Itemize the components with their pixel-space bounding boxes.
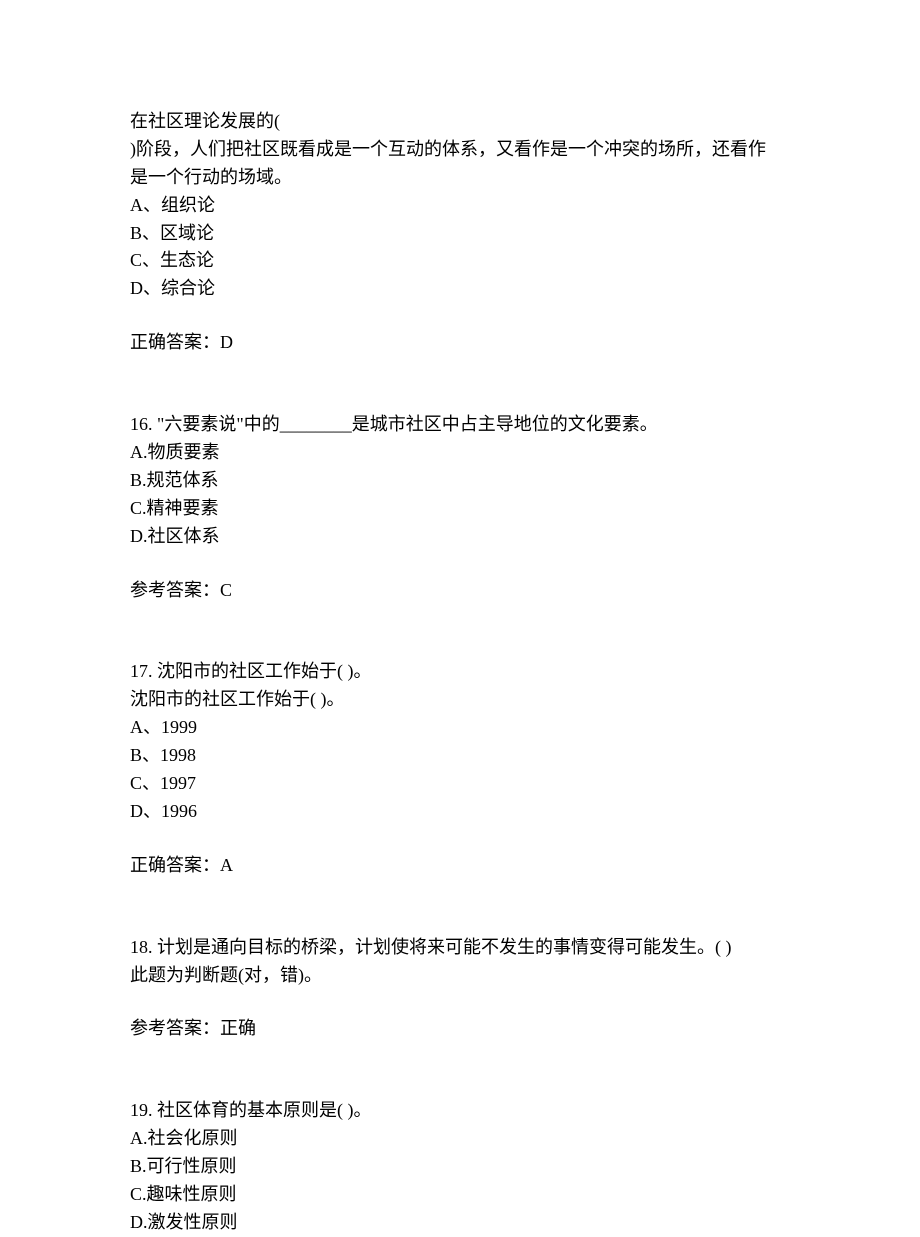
q15-stem-line1: 在社区理论发展的(: [130, 108, 790, 136]
q16-answer: 参考答案：C: [130, 577, 790, 605]
q15-stem-line2: )阶段，人们把社区既看成是一个互动的体系，又看作是一个冲突的场所，还看作: [130, 136, 790, 164]
q17-stem-line1: 17. 沈阳市的社区工作始于( )。: [130, 658, 790, 686]
q16-option-b: B.规范体系: [130, 467, 790, 495]
question-16: 16. "六要素说"中的________是城市社区中占主导地位的文化要素。 A.…: [130, 411, 790, 604]
q15-option-a: A、组织论: [130, 192, 790, 220]
q18-stem-line1: 18. 计划是通向目标的桥梁，计划使将来可能不发生的事情变得可能发生。( ): [130, 934, 790, 962]
q19-stem: 19. 社区体育的基本原则是( )。: [130, 1097, 790, 1125]
q17-stem-line2: 沈阳市的社区工作始于( )。: [130, 686, 790, 714]
q19-option-a: A.社会化原则: [130, 1125, 790, 1153]
q15-answer: 正确答案：D: [130, 329, 790, 357]
q19-option-d: D.激发性原则: [130, 1209, 790, 1237]
question-18: 18. 计划是通向目标的桥梁，计划使将来可能不发生的事情变得可能发生。( ) 此…: [130, 934, 790, 1044]
q17-option-c: C、1997: [130, 770, 790, 798]
q19-option-b: B.可行性原则: [130, 1153, 790, 1181]
question-15: 在社区理论发展的( )阶段，人们把社区既看成是一个互动的体系，又看作是一个冲突的…: [130, 108, 790, 357]
q19-option-c: C.趣味性原则: [130, 1181, 790, 1209]
q17-answer: 正确答案：A: [130, 852, 790, 880]
q18-answer: 参考答案：正确: [130, 1015, 790, 1043]
q15-option-c: C、生态论: [130, 247, 790, 275]
q15-option-d: D、综合论: [130, 275, 790, 303]
question-19: 19. 社区体育的基本原则是( )。 A.社会化原则 B.可行性原则 C.趣味性…: [130, 1097, 790, 1236]
q15-stem-line3: 是一个行动的场域。: [130, 164, 790, 192]
q17-option-a: A、1999: [130, 714, 790, 742]
q16-option-a: A.物质要素: [130, 439, 790, 467]
q18-stem-line2: 此题为判断题(对，错)。: [130, 962, 790, 990]
q16-stem: 16. "六要素说"中的________是城市社区中占主导地位的文化要素。: [130, 411, 790, 439]
q15-option-b: B、区域论: [130, 220, 790, 248]
question-17: 17. 沈阳市的社区工作始于( )。 沈阳市的社区工作始于( )。 A、1999…: [130, 658, 790, 879]
q17-option-b: B、1998: [130, 742, 790, 770]
q16-option-c: C.精神要素: [130, 495, 790, 523]
q16-option-d: D.社区体系: [130, 523, 790, 551]
q17-option-d: D、1996: [130, 798, 790, 826]
